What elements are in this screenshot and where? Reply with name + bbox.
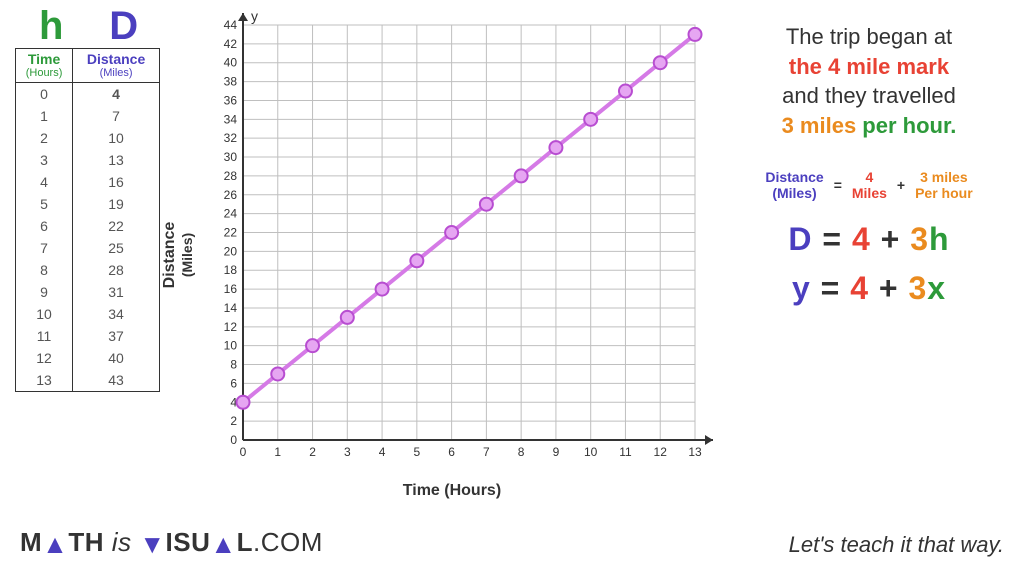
desc-text: The trip began at the 4 mile mark and th… xyxy=(734,22,1004,141)
col-header-time: Time(Hours) xyxy=(16,49,73,83)
svg-text:18: 18 xyxy=(224,263,238,277)
footer-tagline: Let's teach it that way. xyxy=(789,532,1004,558)
svg-text:9: 9 xyxy=(553,445,560,459)
svg-text:2: 2 xyxy=(309,445,316,459)
table-heading-D: D xyxy=(88,6,161,48)
svg-text:22: 22 xyxy=(224,226,238,240)
table-row: 04 xyxy=(16,83,160,106)
svg-text:6: 6 xyxy=(230,376,237,390)
table-row: 416 xyxy=(16,171,160,193)
svg-text:7: 7 xyxy=(483,445,490,459)
svg-text:26: 26 xyxy=(224,188,238,202)
svg-text:20: 20 xyxy=(224,244,238,258)
svg-text:16: 16 xyxy=(224,282,238,296)
table-row: 17 xyxy=(16,105,160,127)
svg-text:30: 30 xyxy=(224,150,238,164)
svg-text:14: 14 xyxy=(224,301,238,315)
x-axis-label: Time (Hours) xyxy=(403,482,501,500)
svg-text:10: 10 xyxy=(584,445,598,459)
table-row: 210 xyxy=(16,127,160,149)
y-axis-label: Distance(Miles) xyxy=(161,165,197,345)
svg-text:8: 8 xyxy=(230,358,237,372)
svg-text:38: 38 xyxy=(224,75,238,89)
svg-text:1: 1 xyxy=(274,445,281,459)
svg-text:0: 0 xyxy=(230,433,237,447)
svg-text:0: 0 xyxy=(240,445,247,459)
svg-text:11: 11 xyxy=(619,445,632,459)
col-header-distance: Distance(Miles) xyxy=(73,49,160,83)
table-row: 1240 xyxy=(16,347,160,369)
svg-text:13: 13 xyxy=(688,445,702,459)
data-table: h D Time(Hours) Distance(Miles) 04172103… xyxy=(15,6,160,392)
svg-text:y: y xyxy=(251,10,258,24)
svg-text:6: 6 xyxy=(448,445,455,459)
svg-text:10: 10 xyxy=(224,339,238,353)
table-row: 313 xyxy=(16,149,160,171)
table-row: 1343 xyxy=(16,369,160,392)
svg-text:34: 34 xyxy=(224,112,238,126)
explanation: The trip began at the 4 mile mark and th… xyxy=(734,22,1004,307)
svg-text:42: 42 xyxy=(224,37,238,51)
svg-text:12: 12 xyxy=(654,445,668,459)
svg-text:12: 12 xyxy=(224,320,238,334)
triangle-icon: ▼ xyxy=(139,529,165,560)
table-row: 1034 xyxy=(16,303,160,325)
svg-text:2: 2 xyxy=(230,414,237,428)
svg-text:36: 36 xyxy=(224,93,238,107)
table-row: 1137 xyxy=(16,325,160,347)
svg-text:28: 28 xyxy=(224,169,238,183)
svg-text:4: 4 xyxy=(379,445,386,459)
equation-y: y = 4 + 3x xyxy=(734,270,1004,307)
word-equation: Distance(Miles) = 4Miles + 3 milesPer ho… xyxy=(734,169,1004,201)
table-row: 622 xyxy=(16,215,160,237)
table-row: 931 xyxy=(16,281,160,303)
table-heading-h: h xyxy=(15,6,88,48)
svg-text:40: 40 xyxy=(224,56,238,70)
table-row: 519 xyxy=(16,193,160,215)
svg-text:32: 32 xyxy=(224,131,238,145)
footer-brand: M▲TH is ▼ISU▲L.COM xyxy=(20,527,323,558)
table-row: 725 xyxy=(16,237,160,259)
svg-text:8: 8 xyxy=(518,445,525,459)
triangle-icon: ▲ xyxy=(42,529,68,560)
equation-D: D = 4 + 3h xyxy=(734,221,1004,258)
svg-text:3: 3 xyxy=(344,445,351,459)
table-row: 828 xyxy=(16,259,160,281)
svg-text:24: 24 xyxy=(224,207,238,221)
svg-text:5: 5 xyxy=(414,445,421,459)
line-chart: Distance(Miles) 012345678910111213024681… xyxy=(185,10,715,500)
triangle-icon: ▲ xyxy=(210,529,236,560)
svg-text:44: 44 xyxy=(224,18,238,32)
